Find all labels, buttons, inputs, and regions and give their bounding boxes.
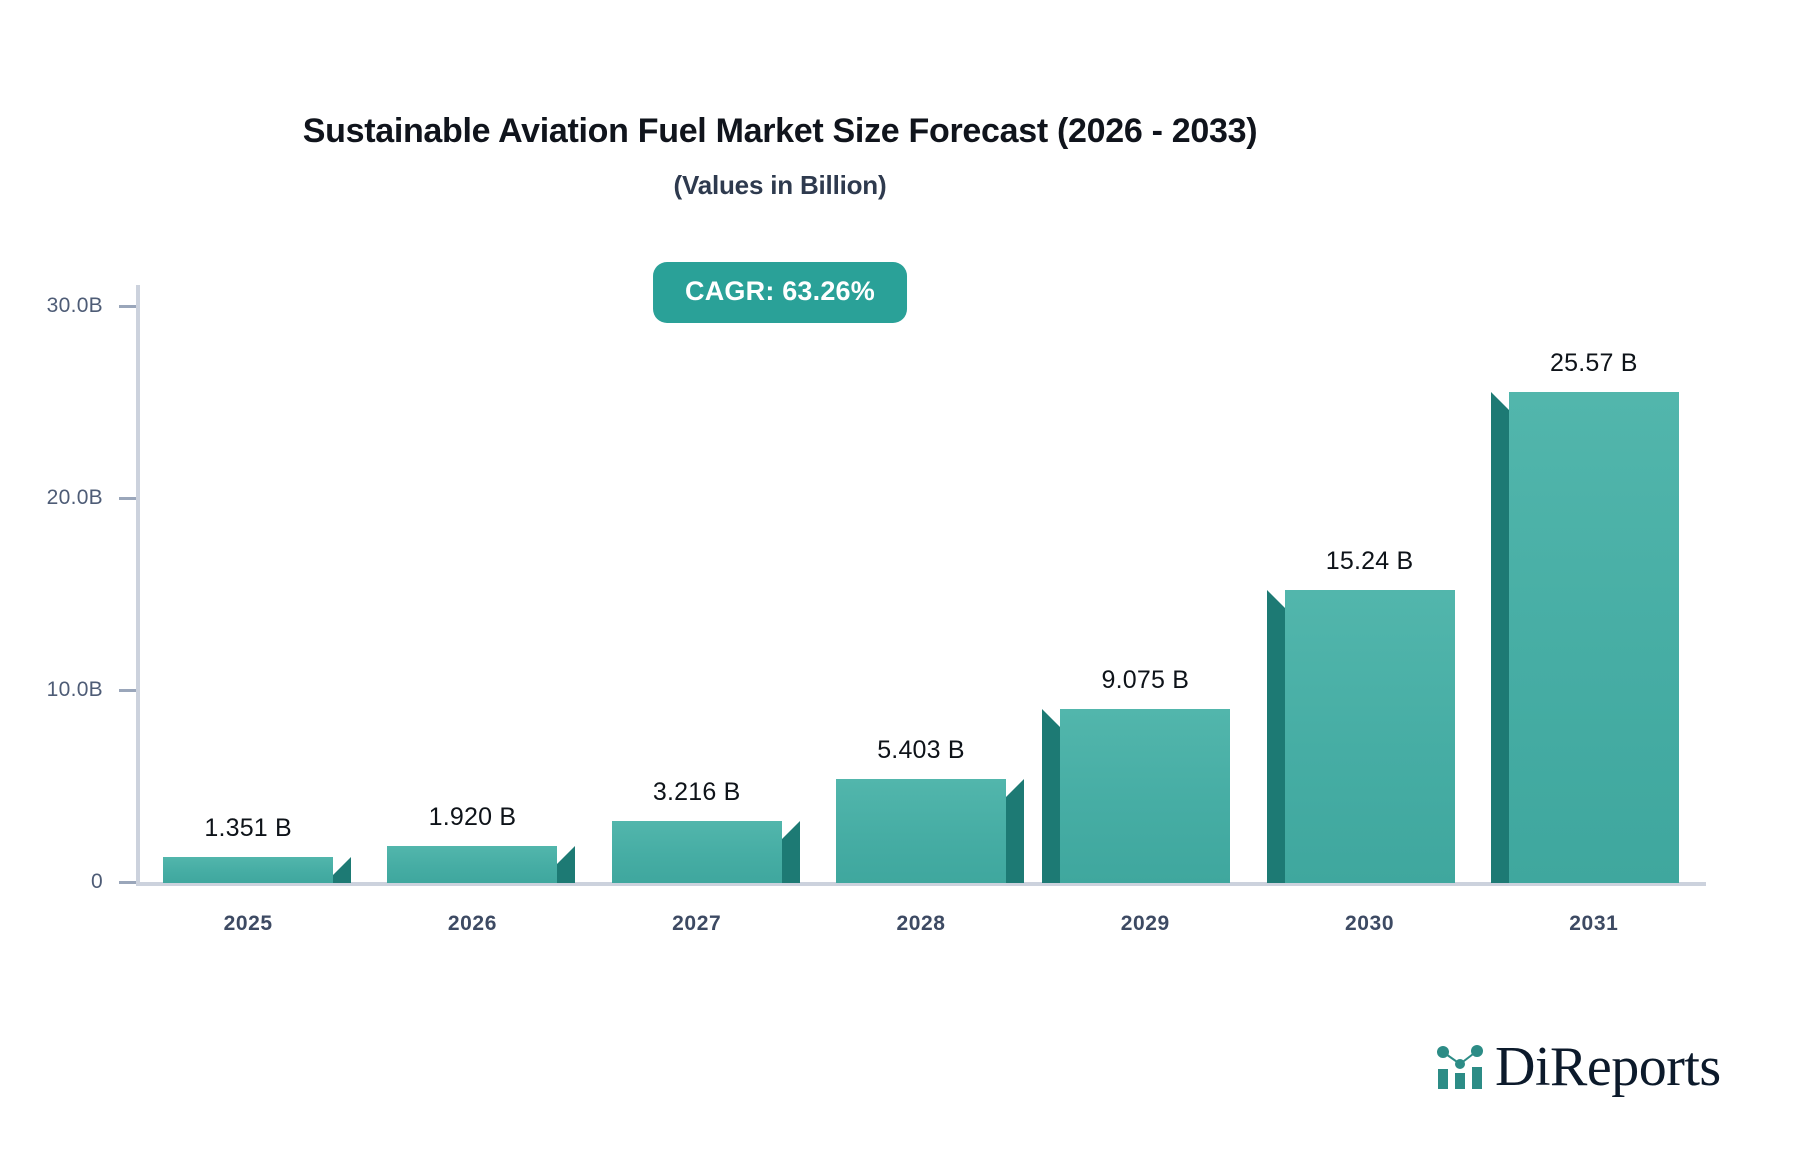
bar-column[interactable]: 1.351 B xyxy=(163,814,352,883)
bar-side-face xyxy=(781,839,800,883)
logo-wordmark: DiReports xyxy=(1495,1036,1721,1099)
y-axis-tick-label: 10.0B xyxy=(46,678,103,701)
bar-bevel-corner xyxy=(1006,779,1024,798)
bar-value-label: 3.216 B xyxy=(652,778,741,807)
bar-column[interactable]: 9.075 B xyxy=(1042,666,1231,883)
bar-face xyxy=(836,779,1006,883)
bar-bevel-corner xyxy=(557,846,576,865)
bar-value-label: 5.403 B xyxy=(877,736,965,765)
direports-logo: DiReports xyxy=(1432,1036,1721,1099)
bar-chart-dots-icon xyxy=(1432,1040,1488,1090)
bar-side-face xyxy=(1042,726,1061,883)
y-axis-tick: 30.0B xyxy=(47,294,136,318)
y-axis-tick-dash xyxy=(119,688,136,692)
y-axis-tick: 20.0B xyxy=(47,486,136,510)
bar-face xyxy=(611,821,782,883)
x-axis-category-label: 2031 xyxy=(1569,912,1619,935)
bar-column[interactable]: 3.216 B xyxy=(611,778,800,883)
bar-value-label: 1.351 B xyxy=(204,814,292,843)
cagr-badge: CAGR: 63.26% xyxy=(653,262,907,323)
x-axis-category-label: 2027 xyxy=(672,912,722,935)
y-axis-line xyxy=(136,285,140,882)
x-axis-category-label: 2030 xyxy=(1345,912,1395,935)
x-axis-category-label: 2025 xyxy=(223,912,273,935)
y-axis-tick-label: 0 xyxy=(91,870,103,893)
bar-value-label: 15.24 B xyxy=(1325,547,1414,576)
bar-bevel-corner xyxy=(1490,392,1509,411)
bar-side-face xyxy=(1266,608,1285,883)
bar-face xyxy=(387,846,558,883)
bar-bevel-corner xyxy=(1266,590,1285,609)
y-axis-tick-dash xyxy=(119,304,136,308)
bar-side-face xyxy=(1490,410,1509,883)
plot-area: 30.0B 20.0B 10.0B 0 1.351 B 2025 1.920 B 2026 3… xyxy=(47,285,1706,935)
x-axis-category-label: 2028 xyxy=(896,912,946,935)
y-axis-tick: 10.0B xyxy=(47,678,136,702)
bar-column[interactable]: 1.920 B xyxy=(387,803,576,883)
bar-bevel-corner xyxy=(1042,708,1061,727)
y-axis-tick: 0 xyxy=(91,870,136,894)
bar-face xyxy=(163,857,334,883)
bar-value-label: 25.57 B xyxy=(1550,349,1638,378)
bar-column[interactable]: 25.57 B xyxy=(1490,349,1679,883)
bar-column[interactable]: 15.24 B xyxy=(1266,547,1455,883)
chart-title: Sustainable Aviation Fuel Market Size Fo… xyxy=(302,112,1258,150)
x-axis-category-label: 2026 xyxy=(447,912,497,935)
bar-value-label: 9.075 B xyxy=(1101,665,1190,694)
bar-face xyxy=(1060,708,1231,883)
bar-column[interactable]: 5.403 B xyxy=(836,736,1024,883)
bar-side-face xyxy=(333,875,352,883)
bar-face xyxy=(1284,590,1455,883)
bar-face xyxy=(1508,392,1679,883)
x-axis-line xyxy=(136,882,1706,886)
bar-side-face xyxy=(557,864,576,883)
y-axis-tick-label: 30.0B xyxy=(46,294,103,317)
y-axis-tick-label: 20.0B xyxy=(46,486,103,509)
chart-subtitle: (Values in Billion) xyxy=(673,170,887,200)
bar-bevel-corner xyxy=(333,857,352,876)
bar-value-label: 1.920 B xyxy=(428,803,517,832)
y-axis-tick-dash xyxy=(119,880,136,884)
bar-side-face xyxy=(1006,797,1024,883)
bar-bevel-corner xyxy=(781,821,800,840)
x-axis-category-label: 2029 xyxy=(1120,912,1170,935)
y-axis-tick-dash xyxy=(119,496,136,500)
